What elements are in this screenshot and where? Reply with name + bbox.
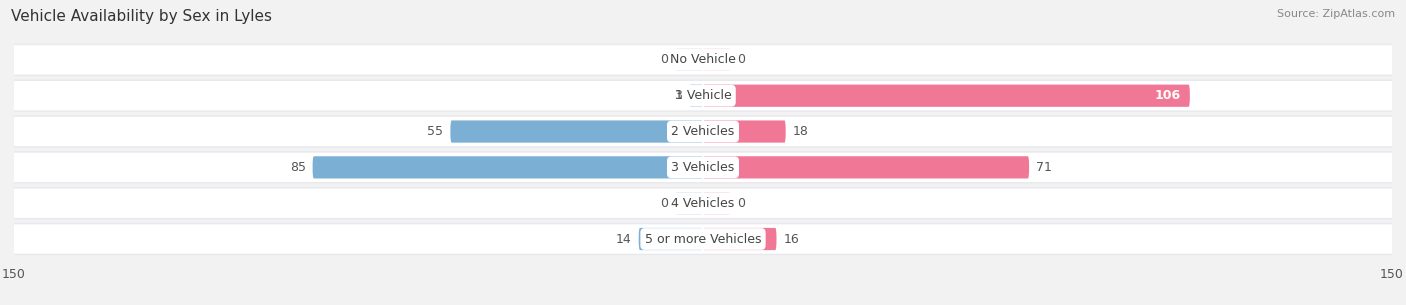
FancyBboxPatch shape — [11, 81, 1395, 110]
FancyBboxPatch shape — [689, 84, 703, 107]
FancyBboxPatch shape — [4, 151, 1402, 184]
Text: 0: 0 — [661, 53, 669, 66]
Text: 2 Vehicles: 2 Vehicles — [672, 125, 734, 138]
FancyBboxPatch shape — [638, 228, 703, 250]
FancyBboxPatch shape — [11, 117, 1395, 146]
FancyBboxPatch shape — [4, 80, 1402, 112]
FancyBboxPatch shape — [4, 44, 1402, 76]
Text: 5 or more Vehicles: 5 or more Vehicles — [645, 232, 761, 246]
FancyBboxPatch shape — [450, 120, 703, 143]
Text: 4 Vehicles: 4 Vehicles — [672, 197, 734, 210]
Text: 16: 16 — [783, 232, 799, 246]
FancyBboxPatch shape — [703, 49, 731, 71]
FancyBboxPatch shape — [703, 84, 1189, 107]
Text: 85: 85 — [290, 161, 305, 174]
FancyBboxPatch shape — [11, 224, 1395, 254]
Text: 1 Vehicle: 1 Vehicle — [675, 89, 731, 102]
FancyBboxPatch shape — [11, 188, 1395, 218]
Text: 3 Vehicles: 3 Vehicles — [672, 161, 734, 174]
Text: 0: 0 — [738, 197, 745, 210]
Text: No Vehicle: No Vehicle — [671, 53, 735, 66]
FancyBboxPatch shape — [703, 156, 1029, 178]
FancyBboxPatch shape — [703, 228, 776, 250]
Text: 55: 55 — [427, 125, 443, 138]
FancyBboxPatch shape — [4, 115, 1402, 148]
Text: 14: 14 — [616, 232, 631, 246]
FancyBboxPatch shape — [703, 120, 786, 143]
FancyBboxPatch shape — [675, 192, 703, 214]
Legend: Male, Female: Male, Female — [640, 301, 766, 305]
FancyBboxPatch shape — [675, 49, 703, 71]
Text: 106: 106 — [1154, 89, 1181, 102]
Text: 0: 0 — [661, 197, 669, 210]
Text: 3: 3 — [675, 89, 682, 102]
FancyBboxPatch shape — [11, 153, 1395, 182]
Text: Source: ZipAtlas.com: Source: ZipAtlas.com — [1277, 9, 1395, 19]
FancyBboxPatch shape — [312, 156, 703, 178]
FancyBboxPatch shape — [703, 192, 731, 214]
Text: 71: 71 — [1036, 161, 1052, 174]
Text: 18: 18 — [793, 125, 808, 138]
Text: Vehicle Availability by Sex in Lyles: Vehicle Availability by Sex in Lyles — [11, 9, 273, 24]
Text: 0: 0 — [738, 53, 745, 66]
FancyBboxPatch shape — [4, 187, 1402, 219]
FancyBboxPatch shape — [11, 45, 1395, 75]
FancyBboxPatch shape — [4, 223, 1402, 255]
